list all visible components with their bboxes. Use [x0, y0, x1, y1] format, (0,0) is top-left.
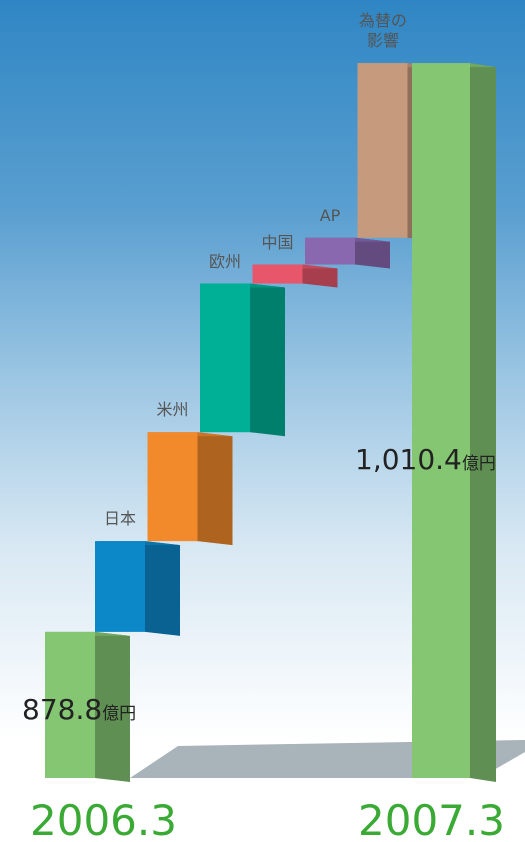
value-label: 1,010.4億円 [355, 443, 496, 476]
step-label: 中国 [261, 232, 294, 252]
step-bar-side [355, 237, 390, 269]
end-bar-side [470, 63, 496, 783]
x-category-label: 2007.3 [358, 796, 505, 842]
x-category-label: 2006.3 [30, 796, 177, 842]
value-label: 878.8億円 [22, 693, 136, 726]
unit-text: 億円 [102, 704, 137, 724]
step-bar [357, 63, 408, 238]
step-bar [95, 541, 145, 632]
step-label: AP [319, 205, 341, 225]
step-bar-side [145, 541, 180, 636]
start-bar [45, 631, 95, 778]
unit-text: 億円 [461, 454, 496, 474]
step-bar-side [302, 264, 338, 288]
step-bar [252, 264, 303, 284]
step-bar [200, 283, 250, 433]
value-text: 1,010.4 [355, 443, 462, 476]
end-bar [412, 63, 470, 779]
step-bar-side [250, 283, 285, 437]
step-bar-side [197, 432, 233, 546]
step-label: 欧州 [208, 251, 241, 271]
start-bar-side [95, 631, 130, 782]
step-label: 日本 [103, 509, 136, 529]
step-bar [305, 237, 355, 265]
step-label: 米州 [156, 400, 189, 420]
value-text: 878.8 [22, 693, 103, 726]
step-label: 為替の影響 [358, 11, 407, 51]
step-bar [147, 432, 198, 542]
